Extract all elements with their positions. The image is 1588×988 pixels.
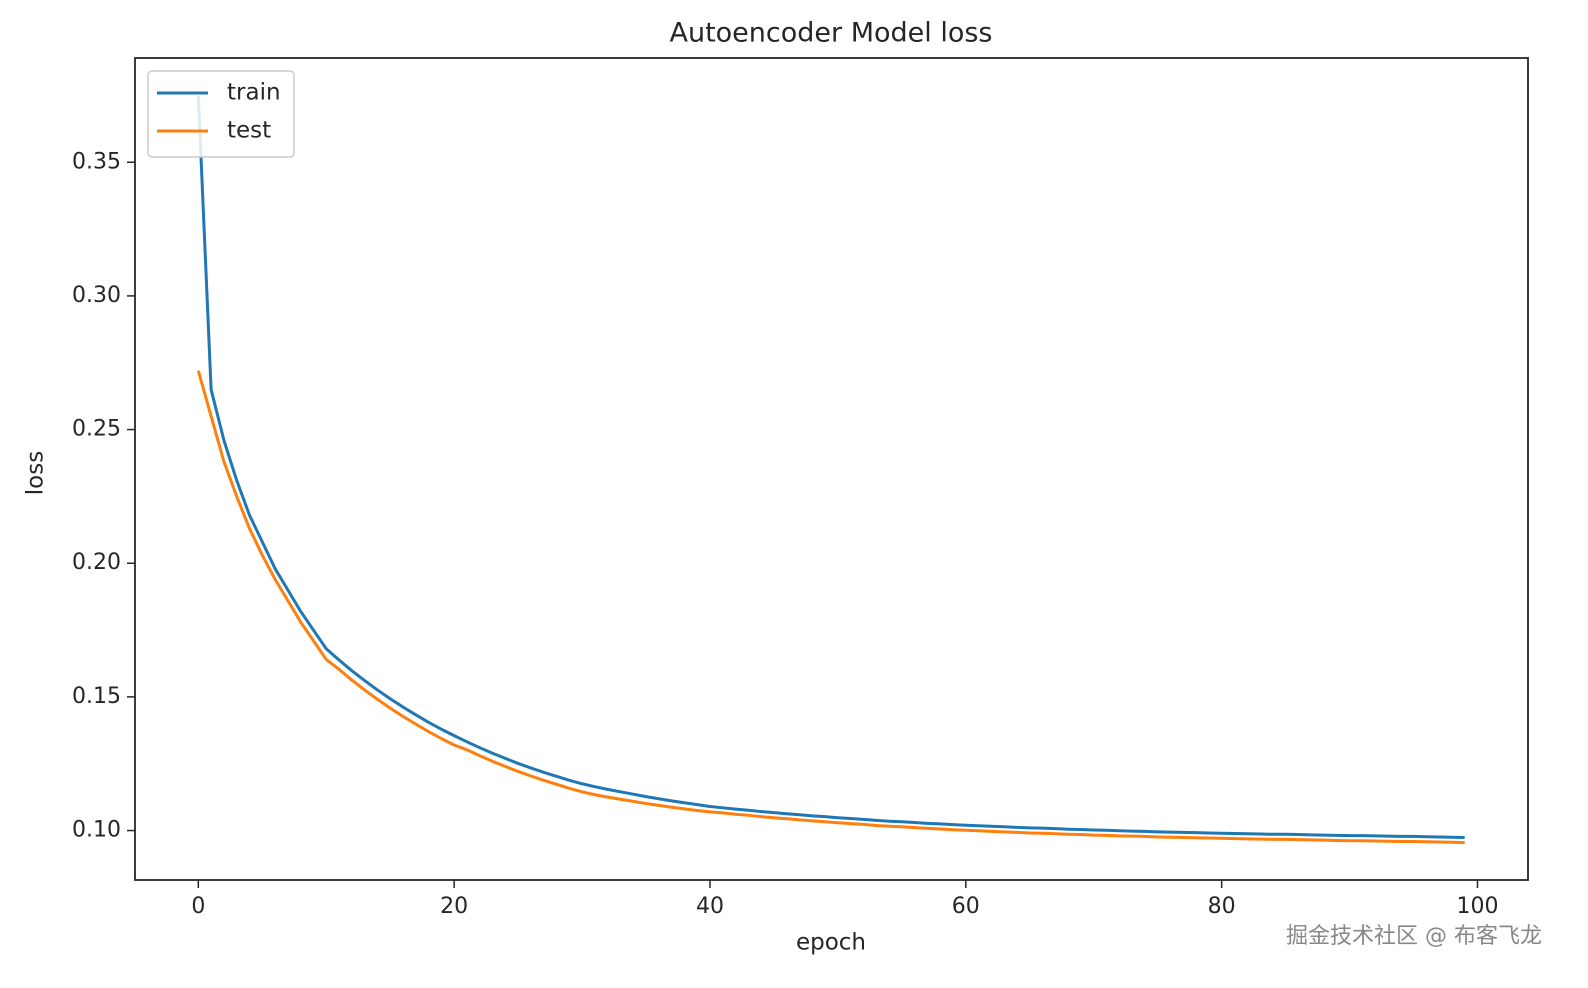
- legend-label: test: [227, 118, 271, 144]
- x-tick-label: 80: [1208, 894, 1236, 919]
- y-tick-label: 0.15: [72, 684, 121, 709]
- watermark: 掘金技术社区 @ 布客飞龙: [1286, 924, 1542, 949]
- x-tick-label: 100: [1456, 894, 1498, 919]
- series-line: [196, 370, 1465, 845]
- y-tick-label: 0.30: [72, 283, 121, 308]
- y-axis-label: loss: [23, 451, 49, 495]
- legend-label: train: [227, 80, 281, 106]
- chart-title: Autoencoder Model loss: [669, 18, 992, 49]
- series-line: [196, 95, 1465, 839]
- y-tick-label: 0.35: [72, 149, 121, 174]
- x-tick-label: 60: [952, 894, 980, 919]
- x-tick-label: 0: [191, 894, 205, 919]
- x-axis-label: epoch: [796, 930, 866, 956]
- x-tick-label: 40: [696, 894, 724, 919]
- plot-frame: [134, 57, 1529, 881]
- x-tick-label: 20: [440, 894, 468, 919]
- y-tick-label: 0.25: [72, 417, 121, 442]
- y-tick-label: 0.20: [72, 550, 121, 575]
- y-tick-label: 0.10: [72, 818, 121, 843]
